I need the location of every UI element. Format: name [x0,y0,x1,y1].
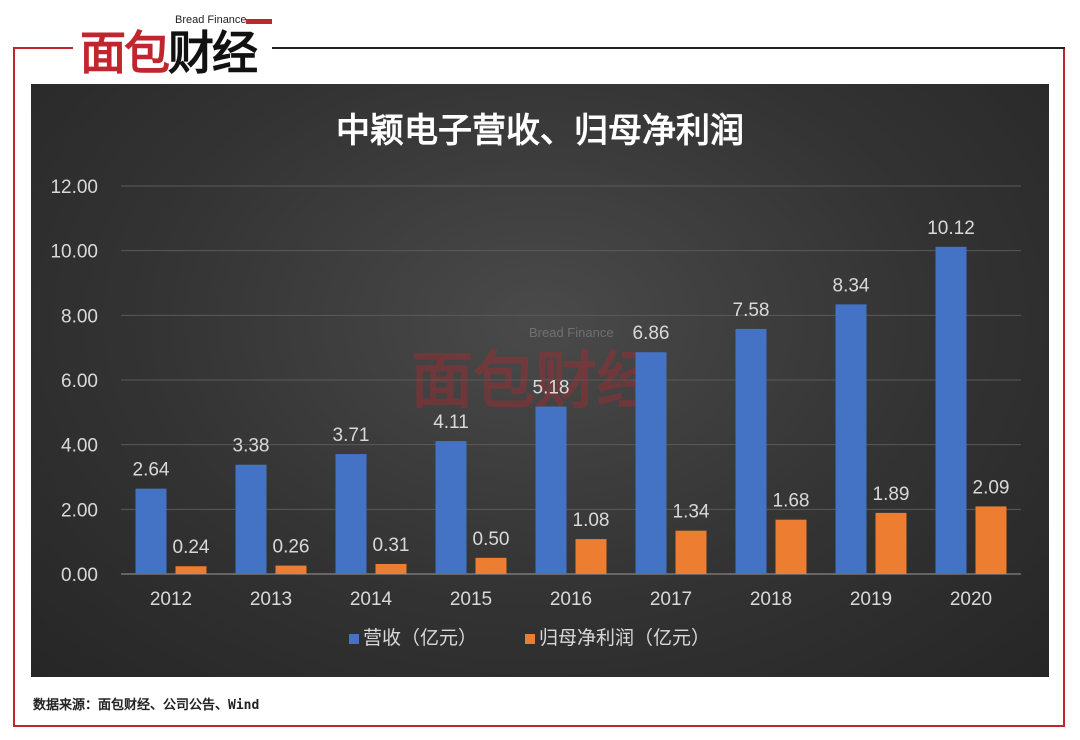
brand-logo-accent-bar [246,19,272,24]
legend-label: 归母净利润（亿元） [539,627,710,649]
bar-revenue [435,441,467,574]
brand-logo: Bread Finance 面包财经 [76,14,276,82]
bar-profit [675,530,707,574]
data-label: 8.34 [833,275,870,296]
data-label: 4.11 [433,412,469,433]
brand-logo-text-red: 面包 [80,26,170,80]
gridlines [121,185,1021,575]
x-tick-label: 2014 [350,589,393,610]
bar-profit [975,506,1007,574]
legend-label: 营收（亿元） [363,627,477,649]
bars: 2.64 0.24 3.38 0.26 3.71 0.31 4.11 0.50 5.18 1.08… [133,218,1010,574]
y-tick-label: 10.00 [50,242,98,263]
y-tick-label: 12.00 [50,177,98,198]
bar-profit [175,566,207,574]
y-tick-label: 6.00 [61,371,98,392]
y-tick-label: 8.00 [61,306,98,327]
data-label: 0.31 [373,535,410,556]
bar-profit [875,512,907,574]
x-tick-label: 2015 [450,589,492,610]
legend-swatch [349,634,359,644]
data-label: 0.24 [173,537,210,558]
brand-logo-text: 面包财经 [80,30,258,76]
bar-profit [575,539,607,574]
chart-title: 中颖电子营收、归母净利润 [336,112,744,150]
bar-revenue [135,488,167,574]
data-label: 2.09 [973,477,1010,498]
chart-panel: 中颖电子营收、归母净利润 Bread Finance 面包财经 0.00 2.00… [31,84,1049,677]
brand-logo-subtitle: Bread Finance [175,14,247,26]
x-tick-label: 2013 [250,589,292,610]
bar-profit [475,557,507,574]
x-tick-label: 2020 [950,589,992,610]
bar-chart: 中颖电子营收、归母净利润 Bread Finance 面包财经 0.00 2.00… [50,112,1021,649]
data-label: 3.71 [333,425,370,446]
y-tick-label: 4.00 [61,436,98,457]
data-label: 0.50 [473,529,510,550]
data-label: 10.12 [927,218,975,239]
y-tick-label: 0.00 [61,565,98,586]
x-tick-label: 2018 [750,589,792,610]
watermark-subtitle: Bread Finance [529,325,614,340]
data-label: 1.34 [673,502,710,523]
legend: 营收（亿元） 归母净利润（亿元） [349,627,710,649]
frame-top-right-line [272,47,1065,49]
brand-logo-text-black: 财经 [168,26,258,80]
watermark-text: 面包财经 [411,347,659,416]
frame-border [13,47,1065,727]
data-label: 5.18 [533,378,570,399]
x-tick-label: 2017 [650,589,692,610]
frame-top-left-line [13,47,73,49]
data-label: 1.08 [573,510,610,531]
legend-swatch [525,634,535,644]
watermark: Bread Finance 面包财经 [411,325,659,416]
bar-revenue [635,352,667,574]
data-label: 2.64 [133,460,170,481]
bar-revenue [535,406,567,574]
data-label: 6.86 [633,323,670,344]
bar-profit [275,565,307,574]
bar-profit [775,519,807,574]
y-axis: 0.00 2.00 4.00 6.00 8.00 10.00 12.00 [50,177,98,586]
bar-revenue [735,328,767,574]
x-axis: 2012 2013 2014 2015 2016 2017 2018 2019 2020 [150,589,992,610]
source-note: 数据来源：面包财经、公司公告、Wind [33,698,260,713]
data-label: 1.68 [773,491,810,512]
bar-revenue [235,464,267,574]
bar-revenue [335,454,367,574]
bar-profit [375,563,407,574]
data-label: 7.58 [733,300,770,321]
x-tick-label: 2019 [850,589,892,610]
x-tick-label: 2016 [550,589,592,610]
data-label: 1.89 [873,484,910,505]
data-label: 0.26 [273,537,310,558]
y-tick-label: 2.00 [61,500,98,521]
bar-revenue [935,246,967,574]
bar-revenue [835,304,867,574]
x-tick-label: 2012 [150,589,192,610]
data-label: 3.38 [233,436,270,457]
